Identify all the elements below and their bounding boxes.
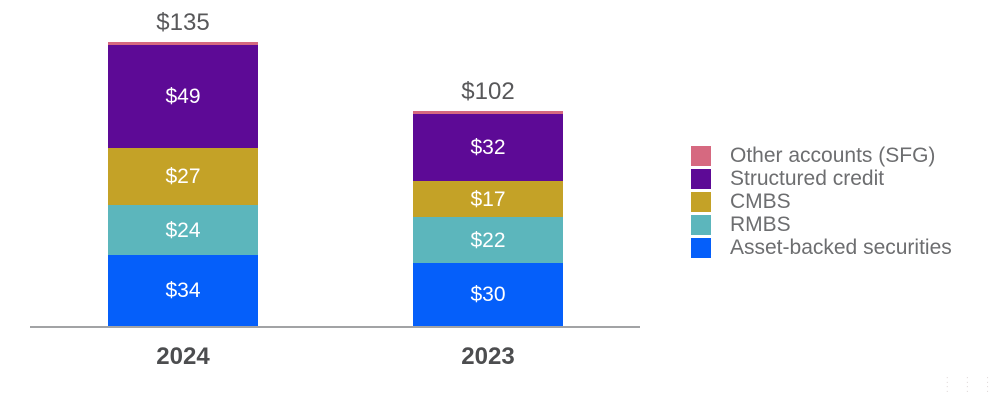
bar-segment-2024-rmbs: $24 [108,205,258,255]
segment-value-label: $32 [470,136,506,159]
legend-item-cmbs: CMBS [691,190,952,213]
bar-segment-2023-rmbs: $22 [413,217,563,263]
legend-item-rmbs: RMBS [691,213,952,236]
bar-2024: $34 $24 $27 $49 [108,42,258,326]
bar-total-2024: $135 [156,9,210,36]
legend-item-other-accounts-sfg: Other accounts (SFG) [691,144,952,167]
segment-value-label: $34 [165,279,201,302]
legend-label: Asset-backed securities [730,236,952,259]
segment-value-label: $22 [470,228,506,252]
x-axis-label-2023: 2023 [461,343,515,370]
x-axis-line [30,326,640,328]
legend-label: CMBS [730,190,791,213]
legend-label: RMBS [730,213,791,236]
legend-label: Other accounts (SFG) [730,144,936,167]
legend-label: Structured credit [730,167,885,190]
bar-segment-2024-other-accounts-sfg [108,42,258,45]
legend-swatch-structured-credit [691,168,711,189]
legend-swatch-rmbs [691,214,711,235]
bar-segment-2023-asset-backed-securities: $30 [413,263,563,326]
legend-item-asset-backed-securities: Asset-backed securities [691,236,952,259]
bar-segment-2023-cmbs: $17 [413,181,563,217]
x-axis-label-2024: 2024 [156,343,210,370]
legend-swatch-asset-backed-securities [691,237,711,258]
bar-segment-2024-cmbs: $27 [108,148,258,205]
bar-segment-2024-structured-credit: $49 [108,45,258,148]
bar-2023: $30 $22 $17 $32 [413,111,563,326]
segment-value-label: $27 [165,165,201,188]
segment-value-label: $24 [165,218,201,242]
bar-segment-2023-structured-credit: $32 [413,114,563,181]
legend: Other accounts (SFG) Structured credit CMB… [691,144,952,259]
segment-value-label: $49 [165,85,201,108]
legend-swatch-cmbs [691,191,711,212]
bar-segment-2023-other-accounts-sfg [413,111,563,114]
legend-item-structured-credit: Structured credit [691,167,952,190]
legend-swatch-other-accounts-sfg [691,145,711,166]
bar-segment-2024-asset-backed-securities: $34 [108,255,258,326]
segment-value-label: $17 [470,187,506,211]
bar-total-2023: $102 [461,78,515,105]
segment-value-label: $30 [470,283,506,306]
watermark-dots: : : :: : : [945,374,996,395]
